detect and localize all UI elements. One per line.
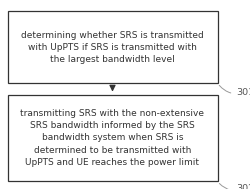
FancyBboxPatch shape <box>8 94 218 181</box>
FancyBboxPatch shape <box>8 11 218 83</box>
Text: determining whether SRS is transmitted
with UpPTS if SRS is transmitted with
the: determining whether SRS is transmitted w… <box>21 31 204 64</box>
Text: 302: 302 <box>219 184 250 189</box>
Text: transmitting SRS with the non-extensive
SRS bandwidth informed by the SRS
bandwi: transmitting SRS with the non-extensive … <box>20 109 204 167</box>
Text: 301: 301 <box>219 85 250 97</box>
